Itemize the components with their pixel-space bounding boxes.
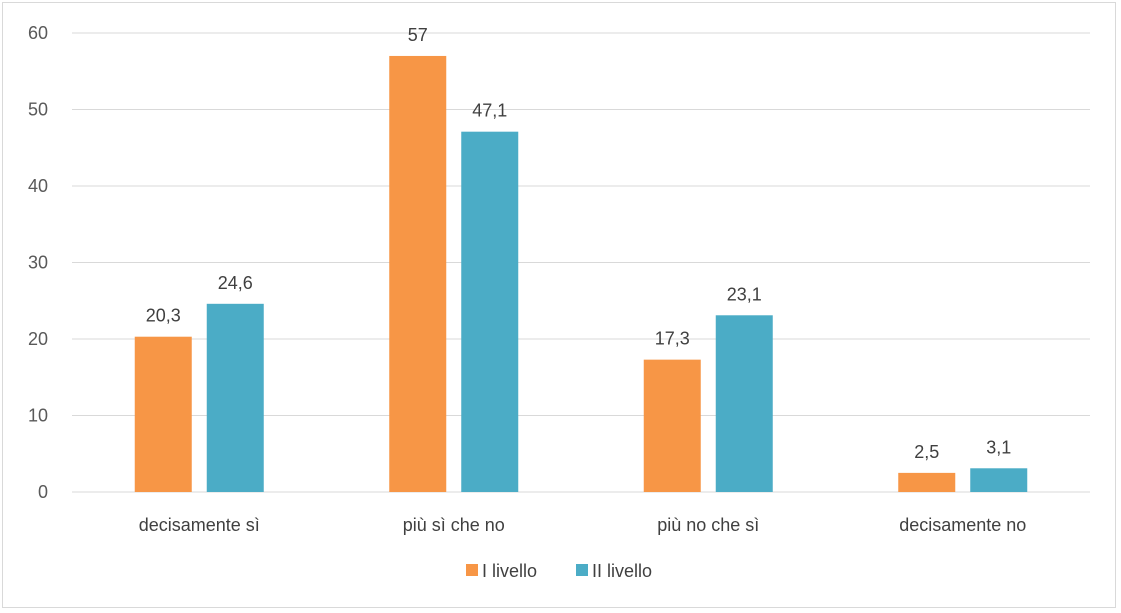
legend: I livello II livello — [466, 561, 652, 581]
legend-swatch — [466, 564, 478, 576]
bars — [134, 55, 1028, 492]
data-label: 47,1 — [472, 101, 507, 121]
y-axis-ticks: 0 10 20 30 40 50 60 — [28, 23, 48, 502]
y-tick-label: 60 — [28, 23, 48, 43]
bar-ii-livello — [970, 468, 1028, 492]
bar-i-livello — [643, 359, 701, 492]
bar-i-livello — [898, 472, 956, 492]
data-label: 20,3 — [146, 306, 181, 326]
legend-label: I livello — [482, 561, 537, 581]
x-axis-categories: decisamente sì più sì che no più no che sì… — [139, 515, 1027, 535]
category-label: decisamente no — [899, 515, 1026, 535]
y-tick-label: 30 — [28, 253, 48, 273]
data-label: 57 — [408, 25, 428, 45]
y-tick-label: 0 — [38, 482, 48, 502]
legend-label: II livello — [592, 561, 652, 581]
y-tick-label: 50 — [28, 100, 48, 120]
y-tick-label: 20 — [28, 329, 48, 349]
category-label: decisamente sì — [139, 515, 260, 535]
data-label: 17,3 — [655, 329, 690, 349]
bar-ii-livello — [206, 303, 264, 492]
data-labels: 20,3 24,6 57 47,1 17,3 23,1 2,5 3,1 — [146, 25, 1012, 462]
legend-swatch — [576, 564, 588, 576]
data-label: 23,1 — [727, 284, 762, 304]
category-label: più no che sì — [657, 515, 759, 535]
data-label: 2,5 — [914, 442, 939, 462]
category-label: più sì che no — [403, 515, 505, 535]
data-label: 24,6 — [218, 273, 253, 293]
y-tick-label: 10 — [28, 406, 48, 426]
bar-ii-livello — [461, 131, 519, 492]
data-label: 3,1 — [986, 437, 1011, 457]
bar-i-livello — [134, 336, 192, 492]
bar-ii-livello — [715, 315, 773, 492]
bar-i-livello — [389, 55, 447, 492]
y-tick-label: 40 — [28, 176, 48, 196]
